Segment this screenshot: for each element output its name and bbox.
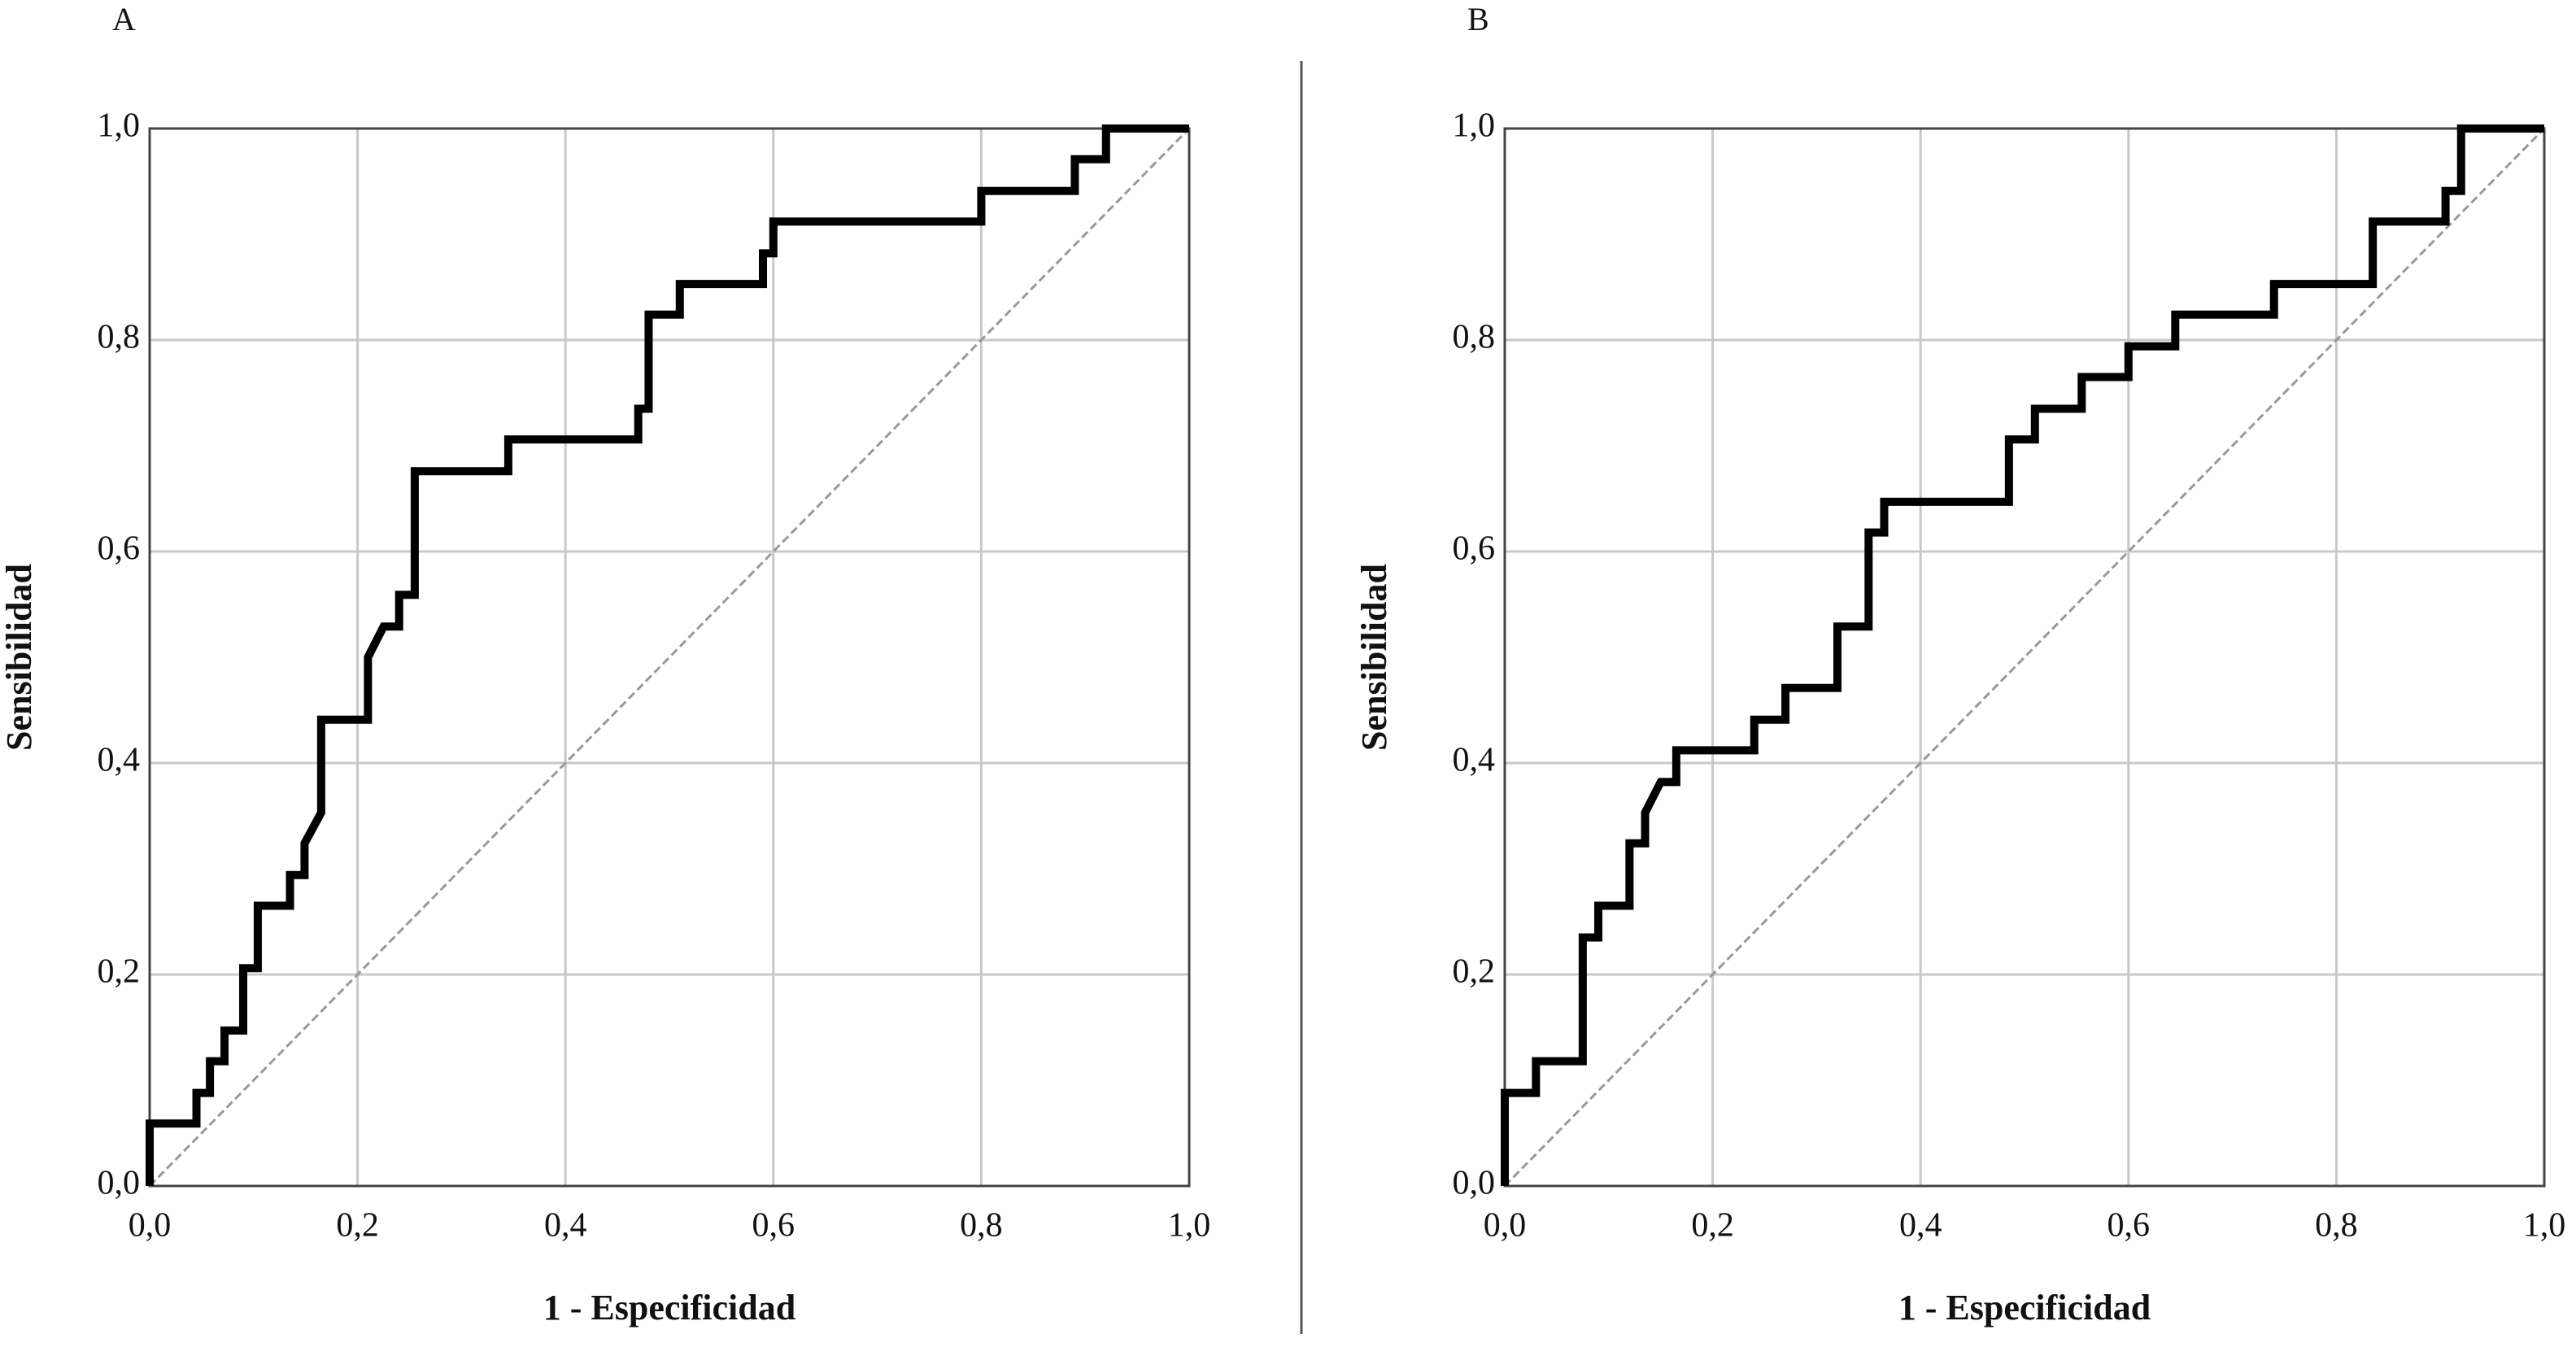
- y-tick-label: 1,0: [1453, 107, 1496, 145]
- roc-curve: [146, 124, 1189, 1186]
- x-tick-label: 0,8: [2315, 1207, 2358, 1245]
- plot-frame: [148, 127, 1191, 1188]
- x-tick-label: 1,0: [1168, 1207, 1211, 1245]
- x-tick-label: 0,4: [1899, 1207, 1942, 1245]
- x-tick-label: 0,2: [336, 1207, 379, 1245]
- y-tick-label: 0,6: [1453, 530, 1496, 568]
- x-tick-label: 0,6: [2107, 1207, 2151, 1245]
- y-tick-label: 0,8: [98, 319, 141, 356]
- chart-title: A: [112, 1, 136, 37]
- reference-diagonal: [1503, 127, 2546, 1188]
- x-tick-label: 0,0: [129, 1207, 172, 1245]
- y-axis-label: Sensibilidad: [1354, 564, 1394, 751]
- y-tick-label: 0,0: [1453, 1165, 1496, 1202]
- plot-frame: [1503, 127, 2546, 1188]
- y-tick-label: 0,4: [98, 742, 141, 779]
- x-tick-label: 0,6: [752, 1207, 795, 1245]
- x-tick-label: 1,0: [2523, 1207, 2566, 1245]
- x-tick-label: 0,0: [1484, 1207, 1527, 1245]
- x-axis-label: 1 - Especificidad: [543, 1288, 795, 1328]
- y-tick-label: 0,2: [98, 953, 141, 991]
- y-axis-label: Sensibilidad: [0, 564, 39, 751]
- x-axis-label: 1 - Especificidad: [1898, 1288, 2151, 1328]
- y-tick-label: 0,4: [1453, 742, 1496, 779]
- reference-diagonal: [148, 127, 1191, 1188]
- roc-curve: [1501, 124, 2544, 1186]
- y-tick-label: 0,6: [98, 530, 141, 568]
- chart-title: B: [1467, 1, 1489, 37]
- x-tick-label: 0,4: [544, 1207, 587, 1245]
- y-tick-label: 1,0: [98, 107, 141, 145]
- x-tick-label: 0,2: [1691, 1207, 1734, 1245]
- x-tick-label: 0,8: [960, 1207, 1003, 1245]
- y-tick-label: 0,2: [1453, 953, 1496, 991]
- y-tick-label: 0,8: [1453, 319, 1496, 356]
- y-tick-label: 0,0: [98, 1165, 141, 1202]
